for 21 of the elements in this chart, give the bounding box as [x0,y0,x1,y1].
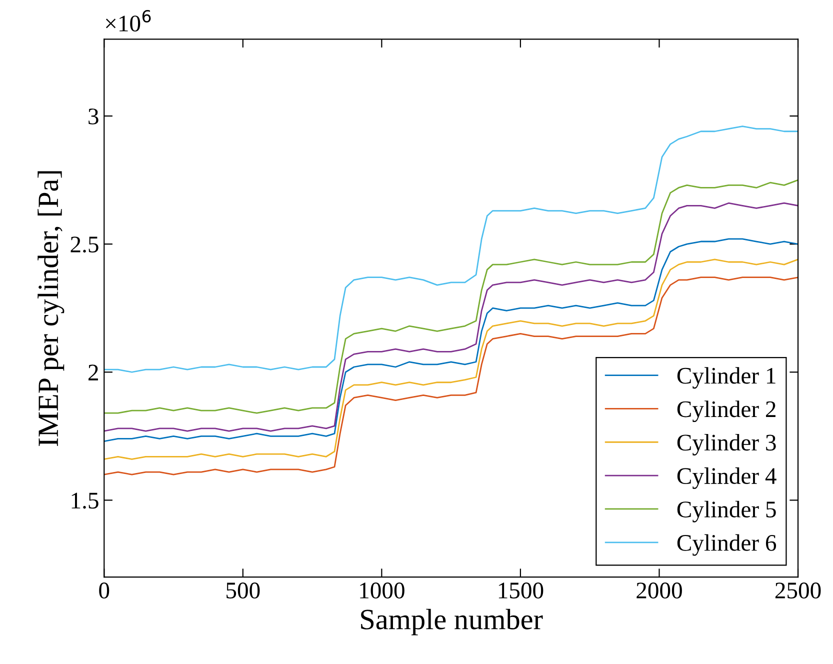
x-tick-label: 2500 [775,582,821,598]
legend-label: Cylinder 5 [677,500,776,522]
x-tick-label: 0 [99,582,110,598]
text: ×10$^{6}$ [106,10,151,32]
legend-label: Cylinder 1 [677,367,776,389]
x-tick-label: 1000 [360,582,404,598]
y-tick-label: 1.5 [72,492,98,509]
legend-label: Cylinder 6 [677,534,776,556]
x-tick-label: 500 [226,582,260,598]
x-tick-label: 2000 [636,582,682,598]
legend-label: Cylinder 3 [677,434,776,456]
y-axis-title: IMEP per cylinder, [Pa] [38,171,64,446]
line-series [104,202,798,432]
line-series [104,258,798,460]
y-tick-label: 2.5 [70,236,98,253]
x-axis-title: Sample number [361,608,543,636]
legend-label: Cylinder 2 [677,400,776,422]
legend-label: Cylinder 4 [677,467,776,489]
y-tick-label: 3 [88,108,98,124]
y-tick-label: 2 [88,364,98,380]
x-tick-label: 1500 [498,582,544,598]
